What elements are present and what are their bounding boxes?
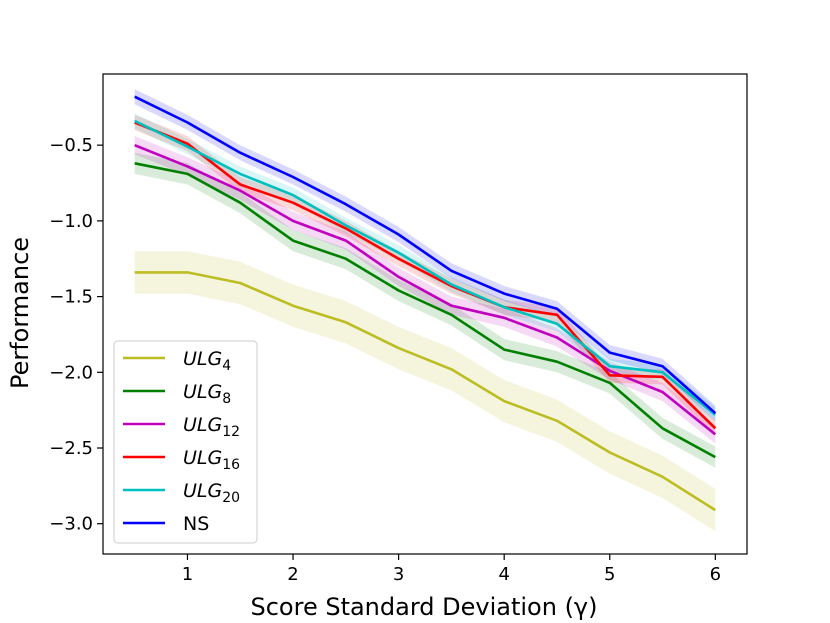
x-tick-label: 1: [182, 564, 193, 585]
x-tick-label: 6: [710, 564, 721, 585]
x-axis-label: Score Standard Deviation (γ): [250, 593, 597, 621]
series-line-ulg8: [134, 162, 716, 459]
y-axis-ticks: −3.0 −2.5 −2.0 −1.5 −1.0 −0.5: [49, 135, 103, 535]
plot-frame: [102, 73, 748, 555]
x-tick-label: 5: [604, 564, 615, 585]
legend-label: ULG20: [183, 480, 240, 506]
x-tick-label: 3: [393, 564, 404, 585]
series-line-ulg16: [134, 121, 717, 430]
legend-label: ULG16: [183, 447, 240, 473]
band-ulg16: [134, 114, 716, 436]
y-tick-label: −1.5: [49, 287, 93, 308]
series-line-ns: [134, 95, 717, 415]
series-line-ulg4: [134, 271, 716, 512]
band-ulg4: [134, 251, 716, 532]
legend-label: ULG4: [183, 348, 231, 374]
legend-label: ULG12: [183, 414, 240, 440]
y-tick-label: −3.0: [49, 514, 93, 535]
series-lines: [134, 95, 717, 512]
series-line-ulg20: [134, 119, 717, 416]
y-tick-label: −1.0: [49, 211, 93, 232]
y-tick-label: −2.0: [49, 362, 93, 383]
y-tick-label: −0.5: [49, 135, 93, 156]
y-axis-label: Performance: [6, 237, 34, 389]
legend: ULG4 ULG8 ULG12 ULG16 ULG20 NS: [113, 340, 258, 544]
legend-label: NS: [183, 513, 209, 535]
legend-label: ULG8: [183, 381, 231, 407]
x-tick-label: 2: [287, 564, 298, 585]
y-tick-label: −2.5: [49, 438, 93, 459]
x-tick-label: 4: [498, 564, 509, 585]
x-axis-ticks: 1 2 3 4 5 6: [182, 554, 721, 585]
